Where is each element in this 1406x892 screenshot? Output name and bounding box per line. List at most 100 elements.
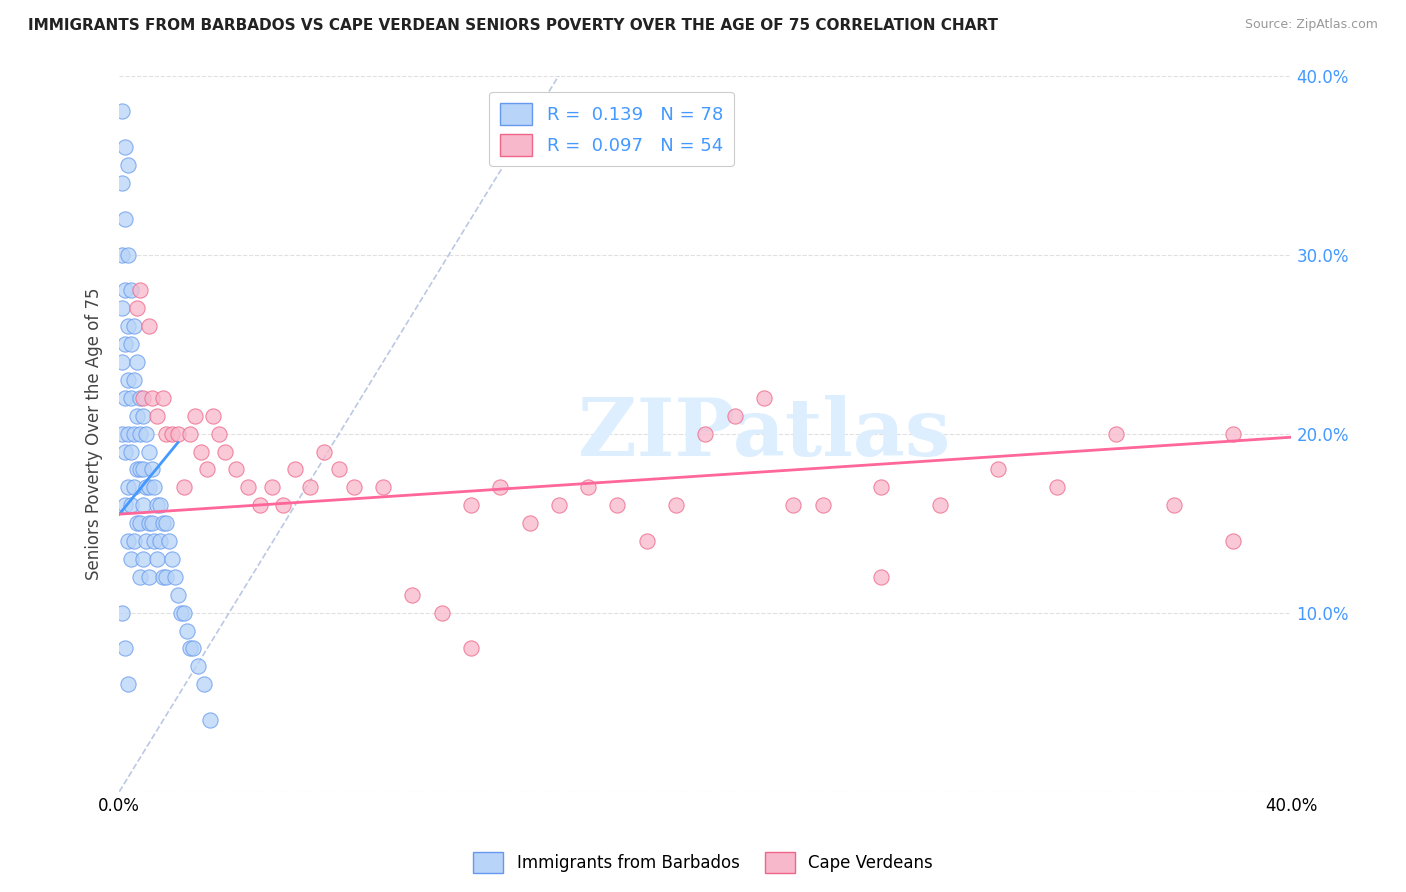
Legend: Immigrants from Barbados, Cape Verdeans: Immigrants from Barbados, Cape Verdeans <box>467 846 939 880</box>
Point <box>120 498 142 512</box>
Point <box>146 498 169 512</box>
Point <box>122 426 145 441</box>
Point <box>125 355 148 369</box>
Point <box>138 444 160 458</box>
Point <box>128 426 150 441</box>
Point <box>132 462 155 476</box>
Point <box>173 606 195 620</box>
Point <box>114 284 136 298</box>
Point <box>111 355 134 369</box>
Point <box>176 624 198 638</box>
Point <box>430 606 453 620</box>
Point <box>519 516 541 530</box>
Point <box>606 498 628 512</box>
Point <box>870 570 893 584</box>
Point <box>125 516 148 530</box>
Point <box>298 480 321 494</box>
Point <box>125 409 148 423</box>
Point <box>125 301 148 316</box>
Point <box>143 480 166 494</box>
Point <box>122 534 145 549</box>
Point <box>636 534 658 549</box>
Point <box>155 570 177 584</box>
Point <box>117 247 139 261</box>
Point <box>117 373 139 387</box>
Point <box>284 462 307 476</box>
Point <box>198 713 221 727</box>
Point <box>184 409 207 423</box>
Point <box>1163 498 1185 512</box>
Point <box>117 677 139 691</box>
Point <box>160 552 183 566</box>
Point <box>724 409 747 423</box>
Point <box>155 516 177 530</box>
Point <box>128 462 150 476</box>
Point <box>128 516 150 530</box>
Point <box>111 104 134 119</box>
Point <box>117 319 139 334</box>
Point <box>208 426 231 441</box>
Point <box>114 211 136 226</box>
Point <box>155 426 177 441</box>
Point <box>111 176 134 190</box>
Point <box>401 588 423 602</box>
Point <box>160 426 183 441</box>
Point <box>117 158 139 172</box>
Point <box>122 319 145 334</box>
Point <box>152 570 174 584</box>
Point <box>170 606 193 620</box>
Point <box>132 498 155 512</box>
Point <box>146 552 169 566</box>
Point <box>120 337 142 351</box>
Point <box>117 426 139 441</box>
Point <box>141 462 163 476</box>
Point <box>138 570 160 584</box>
Point <box>122 480 145 494</box>
Point <box>111 426 134 441</box>
Point <box>157 534 180 549</box>
Point <box>135 534 157 549</box>
Point <box>190 444 212 458</box>
Point <box>128 570 150 584</box>
Point <box>173 480 195 494</box>
Point <box>152 516 174 530</box>
Point <box>111 606 134 620</box>
Text: IMMIGRANTS FROM BARBADOS VS CAPE VERDEAN SENIORS POVERTY OVER THE AGE OF 75 CORR: IMMIGRANTS FROM BARBADOS VS CAPE VERDEAN… <box>28 18 998 33</box>
Point <box>117 534 139 549</box>
Point <box>149 498 172 512</box>
Point <box>870 480 893 494</box>
Point <box>489 480 512 494</box>
Point <box>128 284 150 298</box>
Point <box>225 462 247 476</box>
Point <box>195 462 218 476</box>
Point <box>1104 426 1126 441</box>
Text: ZIPatlas: ZIPatlas <box>578 394 950 473</box>
Point <box>343 480 366 494</box>
Point <box>273 498 295 512</box>
Point <box>138 516 160 530</box>
Point <box>120 444 142 458</box>
Point <box>1222 426 1244 441</box>
Point <box>187 659 209 673</box>
Point <box>120 552 142 566</box>
Point <box>132 409 155 423</box>
Point <box>665 498 688 512</box>
Point <box>314 444 336 458</box>
Point <box>120 391 142 405</box>
Point <box>114 140 136 154</box>
Point <box>114 337 136 351</box>
Point <box>128 391 150 405</box>
Point <box>214 444 236 458</box>
Point <box>249 498 271 512</box>
Point <box>193 677 215 691</box>
Point <box>1222 534 1244 549</box>
Point <box>114 391 136 405</box>
Point <box>132 391 155 405</box>
Point <box>138 319 160 334</box>
Point <box>114 444 136 458</box>
Point <box>1046 480 1069 494</box>
Point <box>167 426 190 441</box>
Point <box>152 391 174 405</box>
Point <box>179 426 201 441</box>
Point <box>146 409 169 423</box>
